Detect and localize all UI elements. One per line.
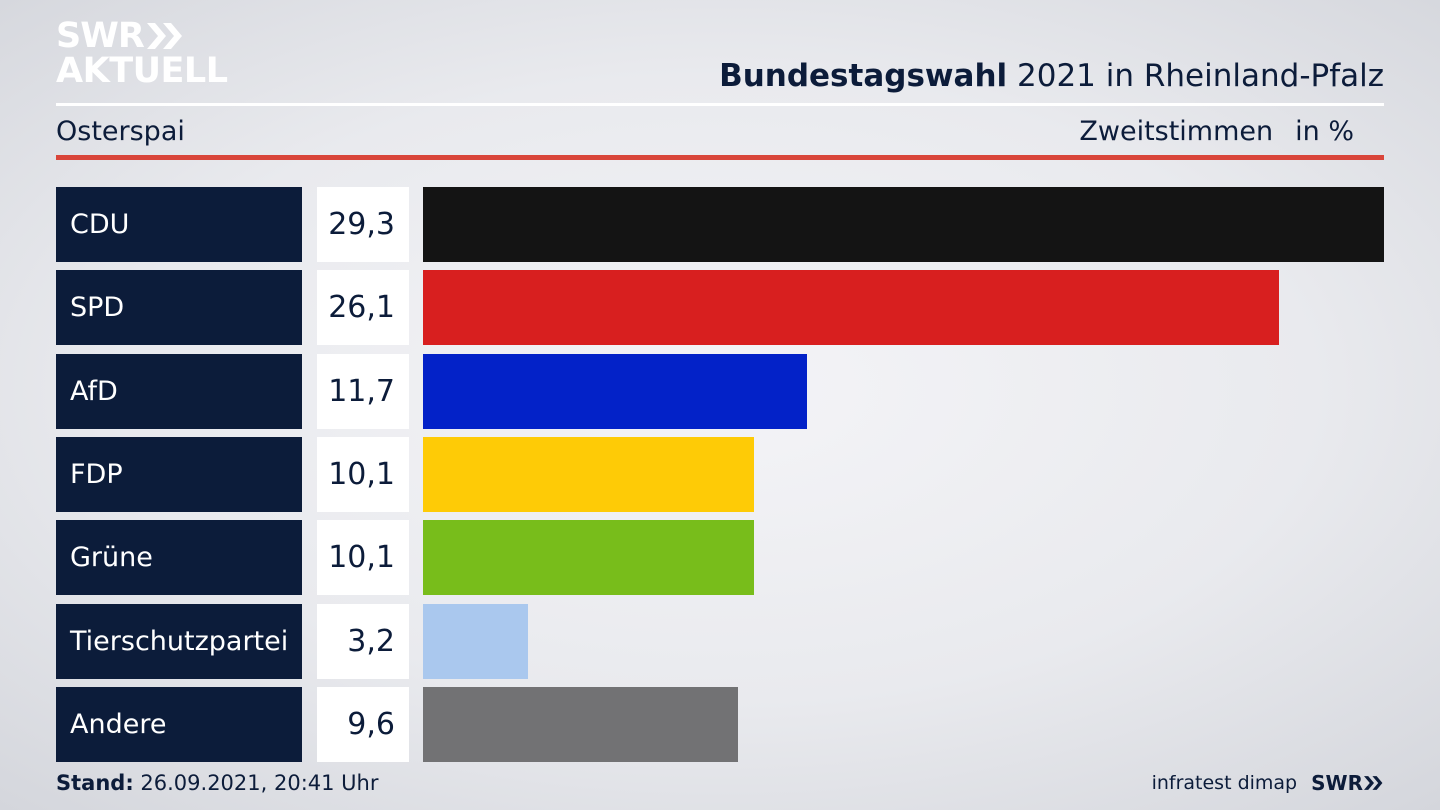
stand-label: Stand: (56, 771, 134, 795)
unit-text: in % (1295, 116, 1354, 147)
stand-value: 26.09.2021, 20:41 Uhr (133, 771, 379, 795)
double-chevron-icon (146, 23, 182, 49)
swr-small-logo: SWR (1311, 771, 1384, 795)
party-label: Tierschutzpartei (56, 603, 302, 679)
measure-text: Zweitstimmen (1079, 116, 1274, 147)
bar (423, 270, 1280, 346)
party-label: SPD (56, 270, 302, 346)
bar (423, 686, 738, 762)
title-bold: Bundestagswahl (719, 58, 1008, 94)
swr-small-text: SWR (1311, 771, 1363, 795)
party-label: Grüne (56, 520, 302, 596)
party-label: FDP (56, 436, 302, 512)
value-label: 10,1 (317, 436, 409, 512)
party-label: AfD (56, 353, 302, 429)
party-label: Andere (56, 686, 302, 762)
bar-row: CDU 29,3 (56, 187, 1384, 262)
bar-row: FDP 10,1 (56, 436, 1384, 512)
source-credit: infratest dimap (1151, 772, 1298, 794)
bar-row: Tierschutzpartei 3,2 (56, 603, 1384, 679)
logo-swr-text: SWR (56, 15, 145, 56)
chart-title: Bundestagswahl 2021 in Rheinland-Pfalz (719, 58, 1384, 94)
bar (423, 187, 1384, 262)
value-label: 9,6 (317, 686, 409, 762)
header-divider (56, 103, 1384, 106)
bar (423, 603, 528, 679)
title-rest: 2021 in Rheinland-Pfalz (1007, 58, 1384, 94)
accent-divider (56, 155, 1384, 160)
value-label: 26,1 (317, 270, 409, 346)
value-label: 3,2 (317, 603, 409, 679)
value-label: 11,7 (317, 353, 409, 429)
bar (423, 353, 807, 429)
bar (423, 436, 755, 512)
double-chevron-small-icon (1364, 776, 1383, 790)
bar-row: Andere 9,6 (56, 686, 1384, 762)
swr-aktuell-logo: SWR AKTUELL (56, 18, 228, 90)
bar-row: SPD 26,1 (56, 270, 1384, 346)
party-label: CDU (56, 187, 302, 262)
logo-aktuell-text: AKTUELL (56, 51, 228, 91)
footer-credits: infratest dimap SWR (1152, 771, 1384, 795)
measure-label: Zweitstimmen in % (1079, 116, 1354, 147)
bar-row: Grüne 10,1 (56, 520, 1384, 596)
bar (423, 520, 755, 596)
value-label: 29,3 (317, 187, 409, 262)
location-label: Osterspai (56, 116, 185, 147)
bar-row: AfD 11,7 (56, 353, 1384, 429)
stand-timestamp: Stand: 26.09.2021, 20:41 Uhr (56, 771, 379, 795)
value-label: 10,1 (317, 520, 409, 596)
